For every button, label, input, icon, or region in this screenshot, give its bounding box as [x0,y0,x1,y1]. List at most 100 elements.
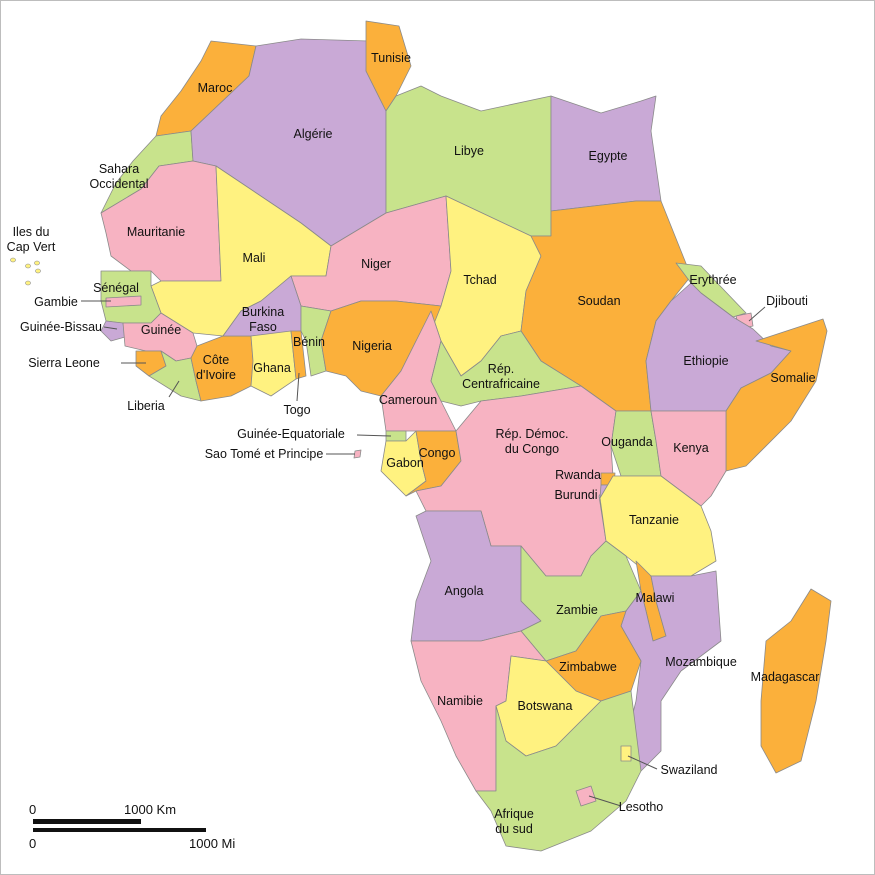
label-line: Congo [419,446,456,460]
island-cap-vert [25,280,31,286]
scale-bar: 0 1000 Km 0 1000 Mi [29,802,235,851]
label-line: Liberia [127,399,165,413]
label-zambie: Zambie [556,603,598,617]
label-line: Côte [203,353,229,367]
label-line: Sénégal [93,281,139,295]
label-line: Malawi [636,591,675,605]
label-line: Ghana [253,361,291,375]
leader-line-djibouti [748,306,766,322]
label-line: Sao Tomé et Principe [205,447,324,461]
label-botswana: Botswana [518,699,573,713]
leader-line-swaziland [627,755,658,770]
island-cap-vert [25,263,31,269]
label-congo: Congo [419,446,456,460]
label-rdc: Rép. Démoc. du Congo [496,427,569,456]
label-guinee-bissau: Guinée-Bissau [20,320,102,334]
country-shapes [10,20,832,852]
label-line: Bénin [293,335,325,349]
label-line: Gabon [386,456,424,470]
label-sao-tome: Sao Tomé et Principe [205,447,324,461]
label-tchad: Tchad [463,273,496,287]
country-sao-tome [353,449,362,459]
label-line: Mauritanie [127,225,185,239]
label-line: Burundi [554,488,597,502]
country-afrique-du-sud [475,690,642,852]
label-line: Mozambique [665,655,737,669]
label-line: Libye [454,144,484,158]
label-afrique-du-sud: Afrique du sud [494,807,534,836]
label-line: Rwanda [555,468,601,482]
leader-line-guinee-bissau [103,326,118,330]
label-rep-centrafricaine: Rép. Centrafricaine [462,362,540,391]
label-angola: Angola [445,584,484,598]
label-line: Guinée [141,323,181,337]
label-libye: Libye [454,144,484,158]
country-mozambique [620,570,722,772]
label-line: Lesotho [619,800,664,814]
label-malawi: Malawi [636,591,675,605]
label-line: Sierra Leone [28,356,100,370]
label-tunisie: Tunisie [371,51,411,65]
label-cameroun: Cameroun [379,393,437,407]
label-line: Tanzanie [629,513,679,527]
country-gambie [105,295,142,308]
label-mozambique: Mozambique [665,655,737,669]
label-sahara-occidental: Sahara Occidental [89,162,148,191]
label-line: Djibouti [766,294,808,308]
label-line: Guinée-Equatoriale [237,427,345,441]
label-rwanda: Rwanda [555,468,601,482]
country-labels: Maroc Sahara Occidental Algérie Tunisie Libye… [7,51,820,836]
label-line: Sahara [99,162,139,176]
label-maroc: Maroc [198,81,233,95]
label-tanzanie: Tanzanie [629,513,679,527]
country-madagascar [760,588,832,774]
label-nigeria: Nigeria [352,339,392,353]
label-line: Algérie [294,127,333,141]
label-line: Somalie [770,371,815,385]
label-line: Guinée-Bissau [20,320,102,334]
scale-mi-label: 1000 Mi [189,836,235,851]
label-mali: Mali [243,251,266,265]
scale-km-bar [33,819,141,824]
label-kenya: Kenya [673,441,708,455]
label-ethiopie: Ethiopie [683,354,728,368]
island-cap-vert [34,260,40,266]
label-line: Iles du [13,225,50,239]
label-line: Tunisie [371,51,411,65]
scale-km-zero: 0 [29,802,36,817]
island-cap-vert [35,268,41,274]
label-line: Kenya [673,441,708,455]
label-somalie: Somalie [770,371,815,385]
scale-km-label: 1000 Km [124,802,176,817]
label-swaziland: Swaziland [661,763,718,777]
country-guinee-bissau [100,320,126,342]
label-zimbabwe: Zimbabwe [559,660,617,674]
label-line: Soudan [577,294,620,308]
country-togo [290,330,307,380]
label-line: Occidental [89,177,148,191]
label-gabon: Gabon [386,456,424,470]
scale-mi-zero: 0 [29,836,36,851]
label-guinee: Guinée [141,323,181,337]
label-line: Swaziland [661,763,718,777]
label-namibie: Namibie [437,694,483,708]
label-cote-divoire: Côte d'Ivoire [196,353,236,382]
label-line: Gambie [34,295,78,309]
label-line: Ouganda [601,435,652,449]
label-line: Burkina [242,305,284,319]
label-line: Cap Vert [7,240,56,254]
label-line: Faso [249,320,277,334]
label-line: Togo [283,403,310,417]
label-madagascar: Madagascar [751,670,820,684]
label-leader-lines [81,300,766,807]
country-somalie [725,318,828,472]
label-line: d'Ivoire [196,368,236,382]
label-burundi: Burundi [554,488,597,502]
label-gambie: Gambie [34,295,78,309]
label-lesotho: Lesotho [619,800,664,814]
label-cap-vert: Iles du Cap Vert [7,225,56,254]
leader-line-guinee-equatoriale [356,434,392,437]
label-line: Zimbabwe [559,660,617,674]
